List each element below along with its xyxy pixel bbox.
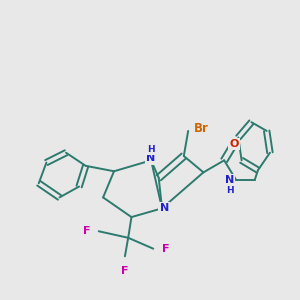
Text: H: H <box>147 145 155 154</box>
Text: F: F <box>162 244 169 254</box>
Text: F: F <box>82 226 90 236</box>
Text: N: N <box>146 153 156 163</box>
Text: F: F <box>121 266 129 276</box>
Text: N: N <box>160 203 169 213</box>
Text: Br: Br <box>194 122 208 135</box>
Text: H: H <box>226 186 234 195</box>
Text: O: O <box>229 139 239 149</box>
Text: N: N <box>225 175 234 185</box>
